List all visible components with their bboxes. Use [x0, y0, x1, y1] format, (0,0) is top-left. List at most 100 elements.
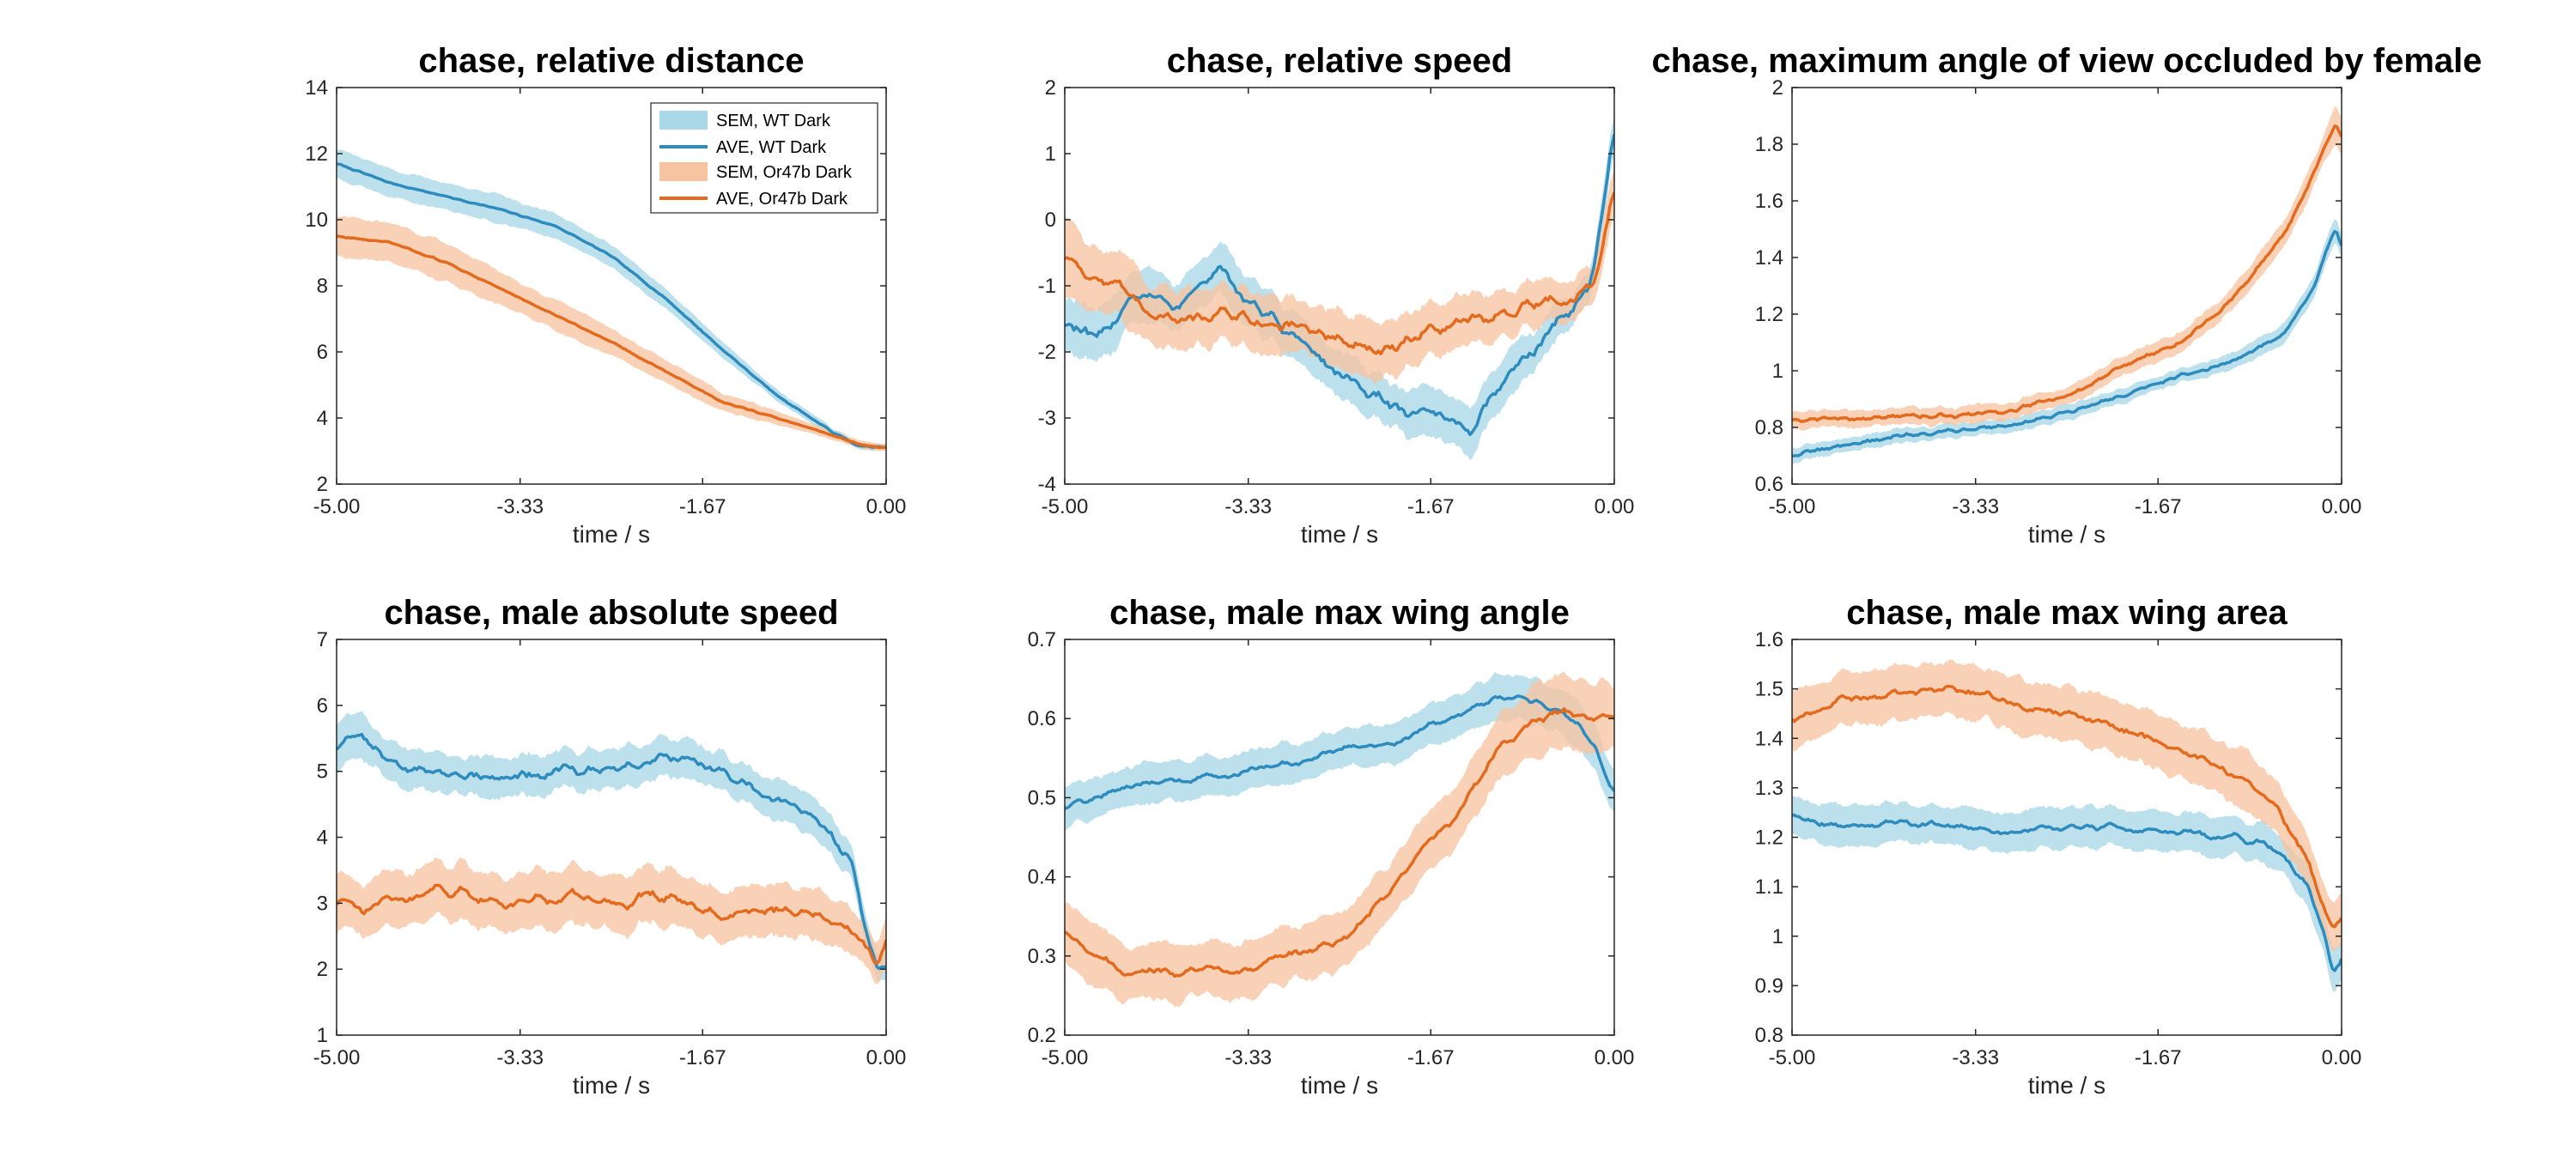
y-tick-label: 7: [317, 628, 328, 651]
x-axis-label: time / s: [573, 521, 650, 548]
x-axis-label: time / s: [573, 1072, 650, 1099]
axis-ticks: -5.00 -3.33 -1.67 0.00 2 4 6 8 10 12 14: [305, 76, 906, 518]
plot-clip: [1792, 659, 2342, 993]
panel-male-absolute-speed: chase, male absolute speed -5.00 -3.33 -1.…: [313, 594, 907, 1099]
plot-area: [1792, 659, 2342, 993]
panel-male-max-wing-area: chase, male max wing area -5.00 -3.33 -1.6…: [1755, 594, 2362, 1099]
x-tick-label: 0.00: [1595, 1046, 1635, 1069]
legend: SEM, WT Dark AVE, WT Dark SEM, Or47b Dar…: [650, 102, 878, 214]
x-tick-label: -1.67: [1407, 1046, 1455, 1069]
y-tick-label: 12: [305, 142, 328, 166]
x-tick-label: 0.00: [2322, 495, 2362, 518]
x-tick-label: -3.33: [1224, 495, 1272, 518]
average-line-wt-dark: [1792, 813, 2342, 972]
y-tick-label: 0.5: [1028, 786, 1056, 809]
y-tick-label: 4: [317, 827, 328, 850]
y-tick-label: 1.6: [1755, 628, 1783, 651]
x-tick-label: 0.00: [866, 495, 907, 518]
y-tick-label: 2: [1772, 76, 1783, 100]
x-tick-label: -3.33: [1952, 1046, 1999, 1069]
y-tick-label: 10: [305, 209, 328, 232]
sem-band-wt-dark: [337, 149, 886, 451]
y-tick-label: -3: [1038, 407, 1056, 430]
x-tick-label: 0.00: [1595, 495, 1635, 518]
x-tick-label: -3.33: [496, 495, 544, 518]
y-tick-label: 1.5: [1755, 678, 1783, 701]
axis-ticks: -5.00 -3.33 -1.67 0.00 -4 -3 -2 -1 0 1 2: [1038, 76, 1635, 518]
x-axis-label: time / s: [1301, 1072, 1378, 1099]
y-tick-label: 1: [1772, 925, 1783, 948]
legend-swatch-sem-or47b: [659, 162, 708, 181]
panel-title: chase, male absolute speed: [384, 594, 838, 632]
legend-swatch-sem-wt: [659, 111, 708, 130]
y-tick-label: 1.8: [1755, 133, 1783, 156]
x-tick-label: -1.67: [1407, 495, 1455, 518]
x-tick-label: 0.00: [2322, 1046, 2362, 1069]
y-tick-label: 2: [1045, 76, 1056, 100]
y-tick-label: -2: [1038, 341, 1056, 364]
y-tick-label: 0.3: [1028, 945, 1056, 968]
plot-clip: [1792, 106, 2342, 464]
average-line-wt-dark: [1065, 134, 1614, 437]
y-tick-label: 4: [317, 407, 328, 430]
legend-label-ave-or47b: AVE, Or47b Dark: [716, 190, 848, 209]
x-tick-label: -3.33: [1952, 495, 1999, 518]
panel-title: chase, male max wing area: [1846, 594, 2287, 632]
panel-male-max-wing-angle: chase, male max wing angle -5.00 -3.33 -1.…: [1028, 594, 1635, 1099]
y-tick-label: 1.3: [1755, 777, 1783, 800]
x-tick-label: 0.00: [866, 1046, 907, 1069]
plot-clip: [337, 711, 886, 985]
sem-band-or47b-dark: [337, 857, 886, 985]
y-tick-label: 0.7: [1028, 628, 1056, 651]
sem-band-wt-dark: [1792, 219, 2342, 464]
y-tick-label: 1: [1772, 360, 1783, 383]
y-tick-label: -1: [1038, 275, 1056, 298]
y-tick-label: 5: [317, 760, 328, 784]
y-tick-label: 0.6: [1755, 473, 1783, 496]
y-tick-label: 1.6: [1755, 190, 1783, 213]
x-tick-label: -1.67: [679, 1046, 726, 1069]
y-tick-label: 1.2: [1755, 827, 1783, 850]
y-tick-label: 1.4: [1755, 727, 1783, 750]
x-axis-label: time / s: [2028, 1072, 2105, 1099]
sem-band-or47b-dark: [1065, 169, 1614, 385]
y-tick-label: 8: [317, 275, 328, 298]
x-tick-label: -1.67: [2135, 495, 2182, 518]
x-tick-label: -5.00: [1769, 1046, 1816, 1069]
panel-title: chase, relative distance: [418, 42, 804, 80]
y-tick-label: 1: [1045, 142, 1056, 166]
panel-max-angle-occluded: chase, maximum angle of view occluded by…: [1651, 42, 2482, 548]
average-line-or47b-dark: [1065, 191, 1614, 356]
x-tick-label: -1.67: [679, 495, 726, 518]
plot-clip: [1065, 671, 1614, 1008]
x-tick-label: -5.00: [313, 495, 361, 518]
plot-area: [1065, 671, 1614, 1008]
y-tick-label: 0: [1045, 209, 1056, 232]
average-line-wt-dark: [337, 732, 886, 971]
panel-relative-speed: chase, relative speed -5.00 -3.33 -1.67 0.0…: [1038, 42, 1635, 548]
y-tick-label: -4: [1038, 473, 1056, 496]
x-tick-label: -5.00: [1769, 495, 1816, 518]
sem-band-wt-dark: [1065, 115, 1614, 461]
legend-label-ave-wt: AVE, WT Dark: [716, 138, 827, 157]
x-tick-label: -3.33: [496, 1046, 544, 1069]
average-line-wt-dark: [337, 162, 886, 450]
plot-area: [337, 149, 886, 451]
y-tick-label: 3: [317, 892, 328, 915]
panel-title: chase, relative speed: [1167, 42, 1512, 80]
sem-band-wt-dark: [1792, 796, 2342, 993]
x-tick-label: -5.00: [313, 1046, 361, 1069]
x-tick-label: -5.00: [1042, 495, 1089, 518]
x-axis-label: time / s: [1301, 521, 1378, 548]
panel-relative-distance: chase, relative distance -5.00 -3.33 -1.67…: [305, 42, 906, 548]
axis-ticks: -5.00 -3.33 -1.67 0.00 0.8 0.9 1 1.1 1.2 1.3 1.4 1.…: [1755, 628, 2362, 1069]
average-line-or47b-dark: [337, 234, 886, 450]
panel-title: chase, maximum angle of view occluded by…: [1651, 42, 2482, 80]
average-line-or47b-dark: [337, 883, 886, 965]
y-tick-label: 1.2: [1755, 303, 1783, 326]
y-tick-label: 1.4: [1755, 246, 1783, 270]
y-tick-label: 1.1: [1755, 875, 1783, 899]
x-tick-label: -3.33: [1224, 1046, 1272, 1069]
plot-area: [1792, 106, 2342, 464]
axis-ticks: -5.00 -3.33 -1.67 0.00 0.6 0.8 1 1.2 1.4 1.6 1.8 2: [1755, 76, 2362, 518]
